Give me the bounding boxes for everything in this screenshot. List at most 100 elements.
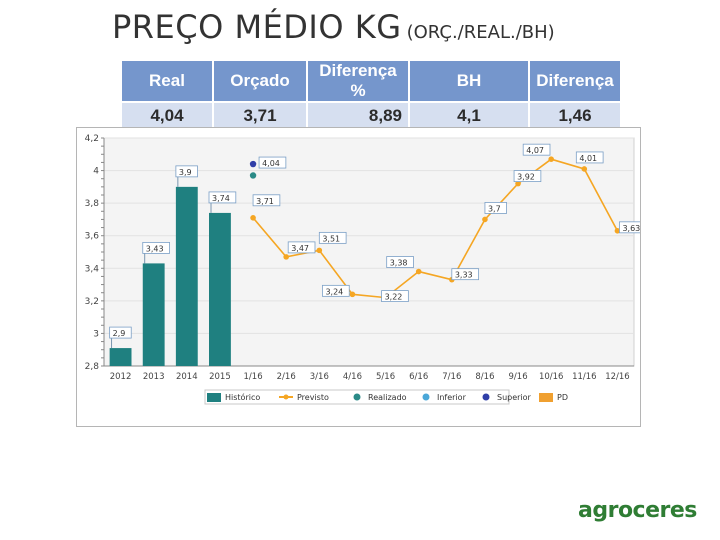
summary-header-diferenca-pct: Diferença % bbox=[307, 61, 410, 102]
bar-historico bbox=[209, 212, 231, 366]
superior-data-label: 4,04 bbox=[262, 159, 280, 168]
line-data-label: 3,38 bbox=[390, 259, 408, 268]
line-data-label-box bbox=[513, 170, 542, 182]
bar-data-label: 3,9 bbox=[179, 168, 192, 177]
line-data-label-box bbox=[322, 284, 350, 297]
bar-data-label: 3,43 bbox=[146, 244, 164, 253]
line-data-label: 3,24 bbox=[325, 287, 343, 296]
point-previsto bbox=[283, 254, 289, 260]
bar-data-label-box bbox=[175, 165, 198, 178]
y-tick-label: 4 bbox=[93, 167, 99, 177]
price-chart: 4,2 4 3,8 3,6 3,4 3,2 3 2,8 2012 2013 2014 2015 1/16… bbox=[76, 127, 641, 427]
point-previsto bbox=[415, 268, 422, 275]
line-data-label-box bbox=[451, 268, 480, 281]
line-data-label: 3,63 bbox=[622, 224, 640, 233]
summary-header-row: Real Orçado Diferença % BH Diferença bbox=[122, 61, 622, 102]
y-tick-label: 2,8 bbox=[85, 362, 100, 372]
line-data-label: 3,33 bbox=[455, 271, 473, 280]
title-sub: (ORÇ./REAL./BH) bbox=[406, 22, 555, 43]
x-tick-label: 2/16 bbox=[277, 372, 296, 382]
summary-header-orcado: Orçado bbox=[213, 61, 308, 102]
title-main: PREÇO MÉDIO KG bbox=[112, 8, 402, 46]
summary-value-real: 4,04 bbox=[122, 101, 214, 128]
x-tick-label: 5/16 bbox=[376, 372, 395, 382]
line-data-label: 3,7 bbox=[488, 204, 501, 213]
summary-header-bh: BH bbox=[409, 61, 530, 102]
legend-label: Inferior bbox=[437, 393, 467, 402]
bar-data-label-box bbox=[109, 326, 132, 339]
line-data-label: 4,07 bbox=[526, 146, 544, 155]
bar-data-label-box bbox=[142, 242, 170, 254]
x-tick-label: 2013 bbox=[143, 372, 165, 382]
point-previsto bbox=[515, 180, 521, 187]
bar-historico bbox=[142, 263, 165, 366]
legend-label: PD bbox=[557, 393, 568, 402]
legend-swatch bbox=[207, 393, 221, 402]
page-title: PREÇO MÉDIO KG (ORÇ./REAL./BH) bbox=[112, 8, 555, 46]
point-superior bbox=[249, 160, 257, 168]
line-data-label-box bbox=[575, 151, 604, 164]
bar-data-label: 2,9 bbox=[113, 329, 126, 338]
legend-swatch-dot bbox=[283, 394, 289, 400]
point-previsto bbox=[482, 216, 488, 223]
legend-label: Histórico bbox=[225, 392, 260, 402]
line-data-label-box bbox=[386, 256, 414, 268]
x-tick-label: 10/16 bbox=[539, 372, 564, 382]
bar-historico bbox=[175, 186, 198, 366]
legend-swatch bbox=[353, 393, 361, 401]
x-tick-label: 6/16 bbox=[409, 372, 428, 382]
agroceres-logo: agroceres bbox=[578, 498, 697, 523]
superior-data-label-box bbox=[258, 156, 287, 169]
x-tick-label: 9/16 bbox=[509, 372, 528, 382]
line-data-label: 3,92 bbox=[517, 173, 535, 182]
point-previsto bbox=[614, 228, 621, 234]
legend-label: Previsto bbox=[297, 393, 329, 402]
summary-value-orcado: 3,71 bbox=[213, 101, 308, 128]
line-data-label: 3,51 bbox=[322, 234, 340, 243]
x-tick-label: 2015 bbox=[209, 372, 231, 382]
point-realizado bbox=[249, 172, 257, 179]
bar-data-label: 3,74 bbox=[212, 194, 230, 203]
y-tick-label: 3,8 bbox=[85, 199, 100, 209]
point-previsto bbox=[250, 215, 256, 221]
summary-value-bh: 4,1 bbox=[409, 101, 530, 128]
line-data-label-box bbox=[287, 241, 316, 254]
x-tick-label: 8/16 bbox=[475, 372, 494, 382]
legend-label: Superior bbox=[497, 393, 532, 402]
x-tick-label: 4/16 bbox=[343, 372, 362, 382]
line-data-label: 3,47 bbox=[291, 244, 309, 253]
x-tick-label: 7/16 bbox=[442, 372, 461, 382]
legend-swatch bbox=[539, 393, 553, 402]
summary-value-diferenca: 1,46 bbox=[529, 101, 622, 128]
summary-table: Real Orçado Diferença % BH Diferença 4,0… bbox=[122, 61, 622, 128]
y-tick-label: 3 bbox=[93, 329, 99, 339]
line-data-label: 3,22 bbox=[385, 293, 403, 302]
line-data-label: 4,01 bbox=[579, 154, 597, 163]
x-tick-label: 2012 bbox=[110, 372, 132, 382]
x-tick-label: 3/16 bbox=[310, 372, 329, 382]
x-tick-label: 12/16 bbox=[605, 372, 630, 382]
bar-data-label-box bbox=[208, 191, 237, 204]
summary-header-diferenca: Diferença bbox=[529, 61, 622, 102]
point-previsto bbox=[581, 166, 588, 172]
legend-swatch bbox=[482, 393, 490, 401]
legend-swatch bbox=[422, 393, 430, 401]
line-data-label-box bbox=[522, 143, 551, 156]
line-data-label-box bbox=[484, 202, 507, 214]
line-data-label: 3,71 bbox=[256, 197, 274, 206]
bar-historico bbox=[109, 348, 132, 366]
line-data-label-box bbox=[619, 221, 640, 234]
line-data-label-box bbox=[318, 231, 347, 244]
y-tick-label: 3,4 bbox=[85, 264, 100, 274]
chart-canvas: 4,2 4 3,8 3,6 3,4 3,2 3 2,8 2012 2013 2014 2015 1/16… bbox=[85, 134, 640, 405]
y-tick-label: 4,2 bbox=[85, 134, 99, 144]
summary-header-real: Real bbox=[122, 61, 214, 102]
point-previsto bbox=[349, 291, 356, 298]
line-data-label-box bbox=[252, 194, 281, 207]
summary-value-diferenca-pct: 8,89 bbox=[307, 101, 410, 128]
summary-value-row: 4,04 3,71 8,89 4,1 1,46 bbox=[122, 101, 622, 128]
x-tick-label: 2014 bbox=[176, 372, 198, 382]
y-tick-label: 3,2 bbox=[85, 297, 99, 307]
x-tick-label: 1/16 bbox=[244, 372, 263, 382]
point-previsto bbox=[548, 156, 554, 162]
